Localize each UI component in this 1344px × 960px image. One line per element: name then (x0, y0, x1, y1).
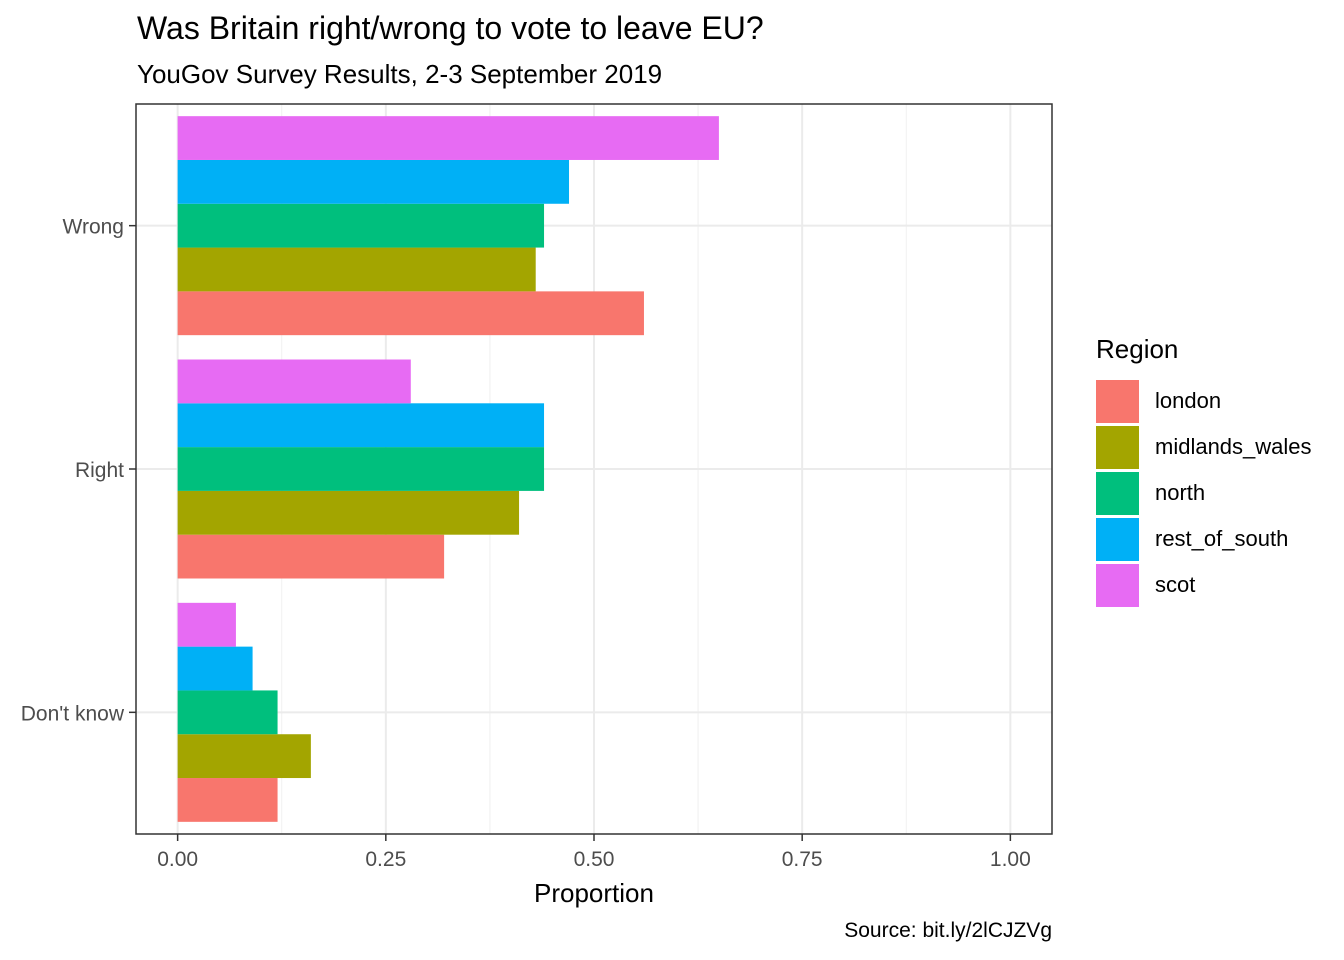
legend-title: Region (1096, 334, 1179, 364)
bar-north-wrong (177, 203, 545, 248)
legend-item-london: london (1096, 378, 1312, 424)
x-axis-title: Proportion (534, 878, 654, 908)
legend-swatch (1096, 563, 1139, 607)
chart-caption: Source: bit.ly/2lCJZVg (844, 919, 1052, 942)
x-tick-label: 0.00 (157, 848, 198, 871)
bar-midlands_wales-right (177, 490, 520, 535)
bar-scot-don-t-know (177, 602, 236, 647)
bar-midlands_wales-wrong (177, 247, 536, 292)
legend-item-midlands_wales: midlands_wales (1096, 424, 1312, 470)
bar-london-wrong (177, 291, 644, 336)
x-tick-label: 0.25 (365, 848, 406, 871)
bar-north-right (177, 447, 545, 491)
legend-item-north: north (1096, 470, 1312, 516)
legend-label: rest_of_south (1155, 526, 1289, 551)
legend-swatch (1096, 425, 1139, 469)
legend-label: midlands_wales (1155, 434, 1312, 459)
bar-midlands_wales-don-t-know (177, 734, 311, 779)
x-tick-label: 1.00 (990, 848, 1031, 871)
legend-label: north (1155, 480, 1206, 505)
legend-swatch (1096, 517, 1139, 561)
legend-label: london (1155, 388, 1222, 413)
legend-item-rest_of_south: rest_of_south (1096, 516, 1312, 562)
x-tick-label: 0.75 (782, 848, 823, 871)
legend-item-scot: scot (1096, 562, 1312, 608)
legend-swatch (1096, 379, 1139, 423)
bar-rest_of_south-wrong (177, 159, 570, 204)
y-tick-label: Don't know (21, 702, 125, 725)
bar-north-don-t-know (177, 690, 278, 735)
y-tick-label: Right (75, 459, 124, 482)
x-tick-label: 0.50 (574, 848, 615, 871)
axis-layer: 0.00 0.25 0.50 0.75 1.00 Wrong Right Don't know (21, 216, 1031, 871)
legend-swatch (1096, 471, 1139, 515)
y-tick-label: Wrong (63, 216, 124, 239)
bar-scot-wrong (177, 116, 719, 160)
bar-layer (177, 116, 719, 822)
chart-subtitle: YouGov Survey Results, 2-3 September 201… (137, 59, 663, 89)
bar-rest_of_south-don-t-know (177, 646, 253, 691)
legend-label: scot (1155, 572, 1196, 597)
bar-scot-right (177, 359, 411, 404)
bar-rest_of_south-right (177, 403, 545, 448)
bar-london-don-t-know (177, 778, 278, 822)
chart-title: Was Britain right/wrong to vote to leave… (137, 10, 764, 46)
bar-london-right (177, 534, 445, 579)
